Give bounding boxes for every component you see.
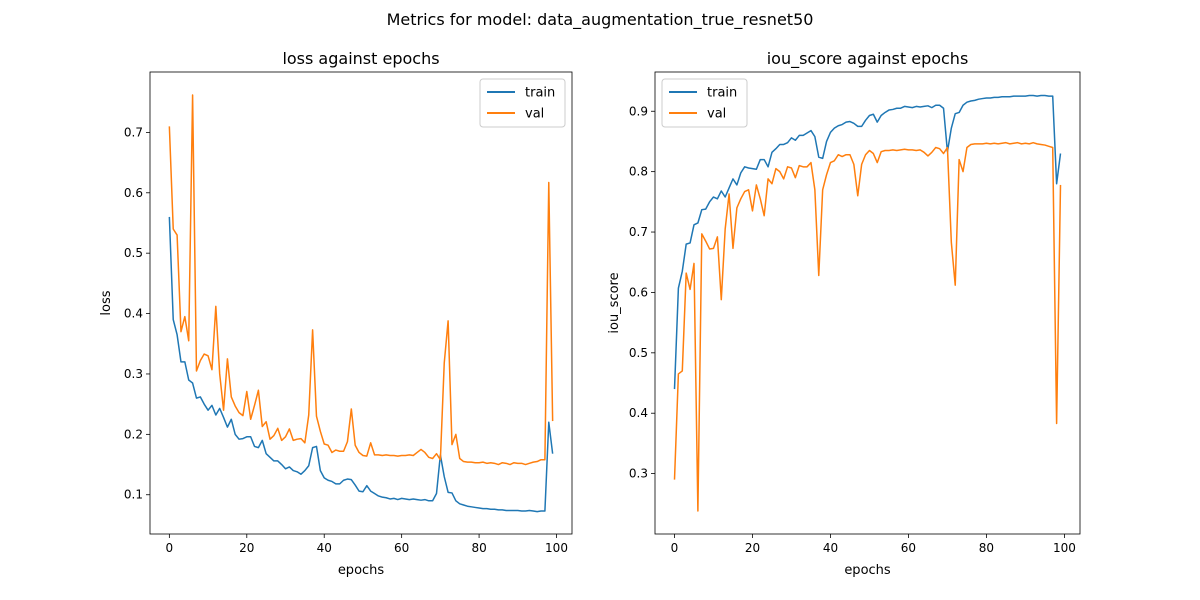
iou-ytick-label: 0.7 <box>629 225 648 239</box>
iou-legend: train val <box>661 78 748 128</box>
iou-xtick-label: 40 <box>823 541 838 555</box>
loss-y-axis-label: loss <box>99 290 114 315</box>
loss-ytick-label: 0.4 <box>124 307 143 321</box>
loss-xtick-label: 20 <box>239 541 254 555</box>
iou-chart-title: iou_score against epochs <box>767 49 969 69</box>
loss-ytick-label: 0.6 <box>124 186 143 200</box>
iou-ytick-label: 0.5 <box>629 346 648 360</box>
iou-legend-val-label: val <box>707 107 726 122</box>
loss-xtick-label: 60 <box>394 541 409 555</box>
iou-ytick-label: 0.9 <box>629 104 648 118</box>
loss-ytick-label: 0.5 <box>124 246 143 260</box>
loss-legend-val-label: val <box>525 107 544 122</box>
loss-ytick-label: 0.1 <box>124 488 143 502</box>
iou-xtick-label: 80 <box>979 541 994 555</box>
loss-xtick-label: 100 <box>545 541 568 555</box>
loss-axes-frame <box>149 71 573 535</box>
loss-legend-train-label: train <box>525 86 555 101</box>
iou-ytick-label: 0.3 <box>629 467 648 481</box>
iou-series-train-line <box>673 94 1062 390</box>
loss-series-train-line <box>168 216 554 513</box>
loss-chart-title: loss against epochs <box>282 49 439 68</box>
iou-y-axis-label: iou_score <box>607 272 622 333</box>
loss-series-val-line <box>168 94 554 466</box>
iou-x-axis-label: epochs <box>844 563 891 578</box>
figure-title: Metrics for model: data_augmentation_tru… <box>386 10 814 29</box>
iou-ytick-label: 0.6 <box>629 285 648 299</box>
loss-ytick-label: 0.7 <box>124 125 143 139</box>
loss-legend: train val <box>479 78 566 128</box>
loss-ytick-label: 0.3 <box>124 367 143 381</box>
loss-ytick-label: 0.2 <box>124 427 143 441</box>
iou-ytick-label: 0.8 <box>629 165 648 179</box>
iou-chart: iou_score against epochs 0 20 40 60 80 100 0.3 0… <box>607 49 1081 578</box>
loss-xtick-label: 80 <box>471 541 486 555</box>
loss-chart: loss against epochs 0 20 40 60 80 100 0.1 0.2 0.3… <box>99 49 573 578</box>
loss-xtick-label: 0 <box>166 541 174 555</box>
iou-series-val-line <box>673 141 1062 512</box>
loss-xtick-label: 40 <box>317 541 332 555</box>
iou-axes-frame <box>654 71 1081 535</box>
iou-xtick-label: 100 <box>1053 541 1076 555</box>
iou-xtick-label: 20 <box>745 541 760 555</box>
loss-x-axis-label: epochs <box>338 563 385 578</box>
iou-legend-train-label: train <box>707 86 737 101</box>
iou-xtick-label: 60 <box>901 541 916 555</box>
iou-ytick-label: 0.4 <box>629 406 648 420</box>
iou-xtick-label: 0 <box>671 541 679 555</box>
